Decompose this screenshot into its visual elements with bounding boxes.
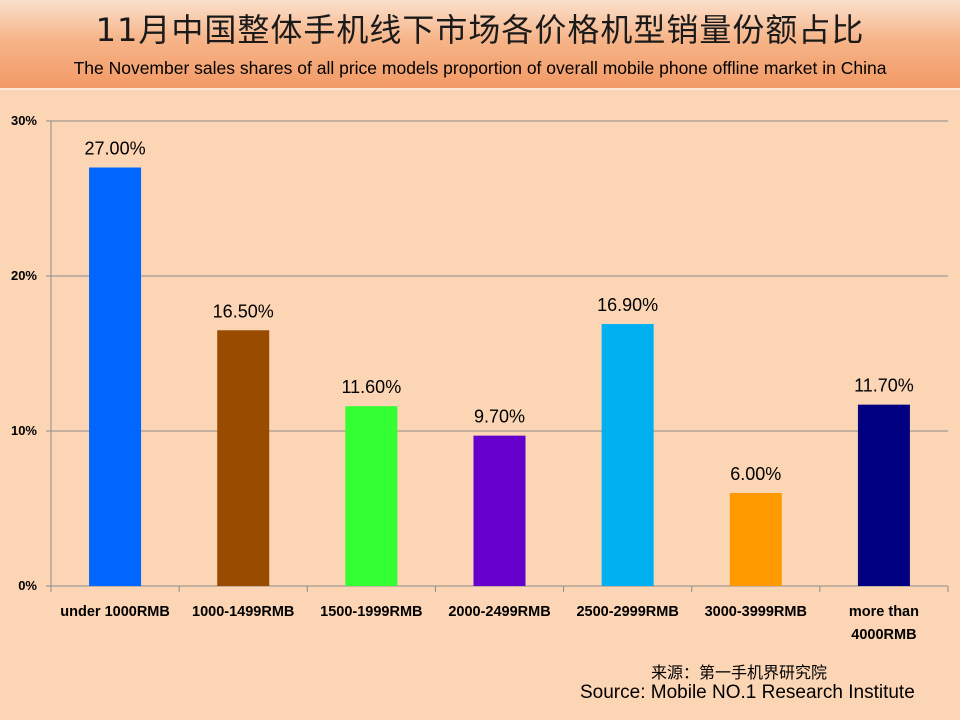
- x-tick-label: 3000-3999RMB: [705, 604, 807, 620]
- bar: [89, 167, 142, 586]
- bar: [857, 404, 910, 586]
- data-label: 9.70%: [474, 407, 525, 427]
- x-tick-label: under 1000RMB: [60, 604, 170, 620]
- data-label: 11.70%: [854, 376, 914, 396]
- data-label: 11.60%: [341, 377, 401, 397]
- source-note-chinese: 来源：第一手机界研究院: [651, 663, 828, 682]
- y-axis-ticks: 0% 10% 20% 30%: [11, 113, 37, 593]
- y-tick-label: 20%: [11, 268, 37, 283]
- x-tick-label: 2000-2499RMB: [448, 604, 550, 620]
- bar: [729, 493, 782, 586]
- y-tick-label: 30%: [11, 113, 37, 128]
- chart-title-chinese: 11月中国整体手机线下市场各价格机型销量份额占比: [95, 11, 865, 49]
- data-label: 16.90%: [597, 295, 658, 315]
- data-label: 16.50%: [213, 301, 274, 321]
- gridlines: [51, 120, 948, 432]
- x-tick-label: 4000RMB: [851, 627, 916, 643]
- source-note-english: Source: Mobile NO.1 Research Institute: [580, 682, 915, 703]
- bar: [345, 406, 398, 586]
- bar: [601, 324, 654, 586]
- title-band: 11月中国整体手机线下市场各价格机型销量份额占比 The November sa…: [0, 0, 960, 90]
- bar: [473, 435, 526, 586]
- bar-chart: 27.00% 16.50% 11.60% 9.70% 16.90% 6.00% 11.70%…: [11, 113, 949, 643]
- x-tick-label: 2500-2999RMB: [576, 604, 678, 620]
- data-label: 27.00%: [85, 139, 146, 159]
- bar: [217, 330, 270, 586]
- y-tick-label: 10%: [11, 423, 37, 438]
- x-axis-ticks: under 1000RMB 1000-1499RMB 1500-1999RMB 200…: [60, 604, 919, 643]
- data-label: 6.00%: [730, 464, 781, 484]
- y-tick-label: 0%: [18, 578, 37, 593]
- x-tick-label: 1000-1499RMB: [192, 604, 294, 620]
- bars: [89, 167, 910, 586]
- data-labels: 27.00% 16.50% 11.60% 9.70% 16.90% 6.00% 11.70%: [85, 139, 914, 485]
- x-tick-label: 1500-1999RMB: [320, 604, 422, 620]
- chart-title-english: The November sales shares of all price m…: [73, 58, 887, 78]
- x-tick-label: more than: [849, 604, 919, 620]
